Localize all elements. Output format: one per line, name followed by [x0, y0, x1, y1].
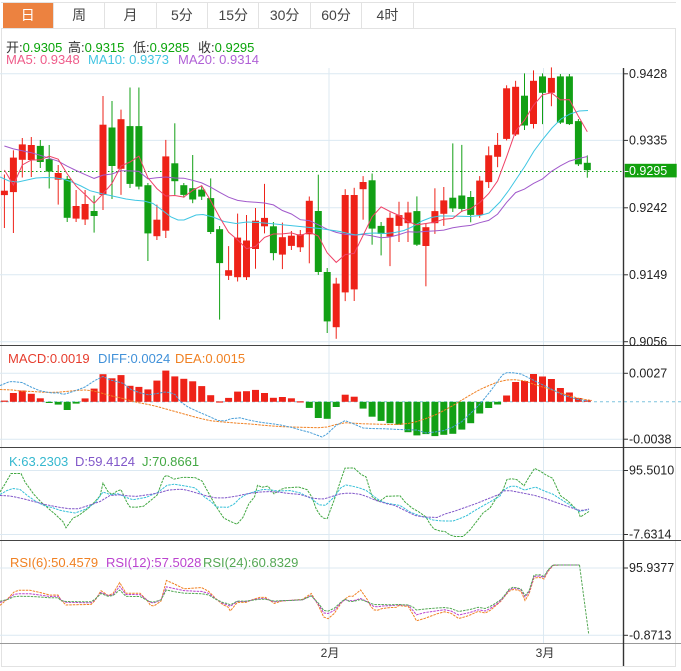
svg-text:-7.6314: -7.6314 — [629, 528, 671, 542]
svg-text:0.9295: 0.9295 — [629, 164, 667, 178]
svg-text:K:63.2303: K:63.2303 — [9, 454, 68, 469]
svg-text:0.9428: 0.9428 — [629, 67, 667, 81]
svg-text:95.5010: 95.5010 — [629, 464, 674, 478]
svg-text:0.9242: 0.9242 — [629, 201, 667, 215]
svg-text:0.9149: 0.9149 — [629, 268, 667, 282]
svg-text:DEA:0.0015: DEA:0.0015 — [175, 351, 245, 366]
svg-text:-0.8713: -0.8713 — [629, 629, 671, 643]
svg-text:95.9377: 95.9377 — [629, 561, 674, 575]
svg-text:D:59.4124: D:59.4124 — [75, 454, 135, 469]
svg-text:3月: 3月 — [536, 646, 555, 660]
svg-text:RSI(24):60.8329: RSI(24):60.8329 — [203, 555, 298, 570]
svg-text:0.9056: 0.9056 — [629, 335, 667, 349]
svg-text:RSI(12):57.5028: RSI(12):57.5028 — [106, 555, 201, 570]
svg-text:DIFF:0.0024: DIFF:0.0024 — [98, 351, 170, 366]
svg-text:2月: 2月 — [321, 646, 340, 660]
svg-text:MACD:0.0019: MACD:0.0019 — [8, 351, 90, 366]
svg-text:RSI(6):50.4579: RSI(6):50.4579 — [10, 555, 98, 570]
svg-text:J:70.8661: J:70.8661 — [142, 454, 199, 469]
svg-text:0.0027: 0.0027 — [629, 367, 667, 381]
svg-text:-0.0038: -0.0038 — [629, 432, 671, 446]
svg-text:0.9335: 0.9335 — [629, 134, 667, 148]
